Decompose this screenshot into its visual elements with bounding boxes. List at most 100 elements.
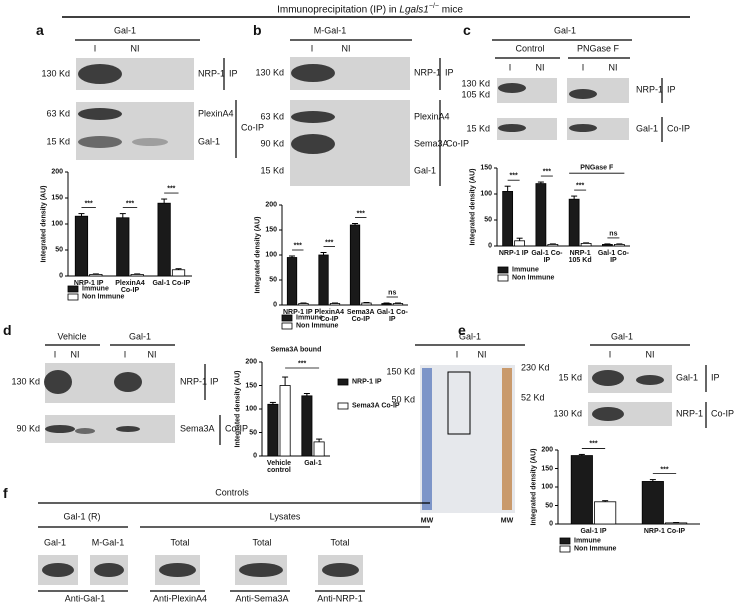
- legend-swatch: [559, 545, 571, 553]
- label: I: [123, 349, 127, 360]
- significance: ***: [356, 210, 365, 217]
- legend-label: Non Immune: [82, 293, 125, 301]
- blot-band: [45, 425, 75, 433]
- y-axis-label: Integrated density (AU): [254, 216, 262, 294]
- y-axis-label: Integrated density (AU): [40, 185, 48, 263]
- y-tick-label: 50: [55, 246, 63, 254]
- label: NI: [70, 349, 80, 360]
- x-tick-label: NRP-1 Co-IP: [643, 528, 686, 535]
- y-axis-label: Integrated density (AU): [234, 370, 242, 448]
- label: Gal-1: [676, 372, 699, 383]
- significance: ***: [84, 200, 93, 208]
- label: 63 Kd: [46, 108, 70, 119]
- y-axis-label: Integrated density (AU): [469, 168, 477, 246]
- bar: [74, 215, 89, 277]
- label: 230 Kd: [521, 362, 550, 373]
- label: Co-IP: [711, 408, 734, 419]
- y-tick-label: 200: [51, 168, 63, 176]
- y-tick-label: 100: [480, 190, 492, 198]
- label: Co-IP: [225, 423, 249, 434]
- bar: [547, 244, 559, 247]
- x-tick-label: NRP-1 IP: [498, 250, 529, 257]
- significance: ***: [589, 440, 598, 448]
- blot-band: [78, 136, 122, 148]
- label: NI: [535, 62, 545, 73]
- bar: [267, 403, 279, 457]
- bar: [641, 481, 664, 525]
- label: NRP-1: [414, 67, 442, 78]
- label: NRP-1: [636, 84, 664, 95]
- panel-label: f: [3, 485, 8, 501]
- panel-label: c: [463, 22, 471, 38]
- bar: [130, 274, 144, 277]
- label: 130 Kd: [41, 68, 70, 79]
- chart-title: Sema3A bound: [270, 346, 322, 354]
- panel-label: d: [3, 322, 12, 338]
- y-tick-label: 100: [541, 483, 553, 491]
- label: 105 Kd: [461, 89, 490, 100]
- bar: [613, 244, 625, 247]
- label: Control: [515, 43, 545, 54]
- gel-box: [447, 371, 471, 435]
- label: PlexinA4: [414, 111, 450, 122]
- y-tick-label: 150: [245, 382, 257, 389]
- label: NI: [147, 349, 157, 360]
- title-gene: Lgals1: [399, 4, 429, 16]
- bar: [361, 302, 372, 306]
- bar: [157, 202, 171, 277]
- bar: [116, 217, 130, 277]
- legend-label: Sema3A Co-IP: [352, 402, 400, 410]
- blot-band: [94, 563, 124, 577]
- x-tick-label: NRP-1 IP: [73, 280, 104, 287]
- y-tick-label: 0: [488, 242, 492, 250]
- blot-band: [132, 138, 168, 146]
- label: Gal-1: [128, 331, 152, 342]
- legend-label: Immune: [296, 314, 323, 322]
- bar: [298, 303, 309, 306]
- bar: [171, 269, 186, 277]
- bar: [502, 190, 514, 247]
- legend-swatch: [497, 266, 509, 274]
- label: 50 Kd: [391, 394, 415, 405]
- label: Anti-NRP-1: [317, 593, 363, 604]
- label: 15 Kd: [260, 165, 284, 176]
- y-tick-label: 100: [265, 251, 277, 259]
- x-tick-label: NRP-1 IP: [282, 309, 313, 316]
- label: Lysates: [269, 511, 301, 522]
- blot-band: [78, 108, 122, 120]
- label: NI: [477, 349, 487, 360]
- blot-band: [114, 372, 142, 392]
- bar: [286, 257, 298, 306]
- blot: [497, 118, 557, 140]
- label: MW: [500, 517, 514, 525]
- label: 130 Kd: [11, 376, 40, 387]
- bar: [568, 198, 580, 247]
- bar: [535, 183, 547, 247]
- blot-band: [116, 426, 140, 432]
- x-tick-label: NRP-1 105 Kd: [568, 250, 592, 265]
- y-tick-label: 50: [545, 502, 553, 509]
- label: 15 Kd: [558, 372, 582, 383]
- y-tick-label: 150: [541, 465, 553, 472]
- legend-swatch: [281, 322, 293, 330]
- label: IP: [210, 376, 219, 387]
- label: NRP-1: [198, 68, 226, 79]
- label: M-Gal-1: [313, 25, 347, 36]
- title-sup: −/−: [428, 3, 439, 10]
- label: 150 Kd: [386, 366, 415, 377]
- y-tick-label: 200: [245, 358, 257, 366]
- y-tick-label: 50: [269, 276, 277, 284]
- panel-label: e: [458, 322, 466, 338]
- x-tick-label: Gal-1 Co-IP: [376, 309, 408, 324]
- label: Vehicle: [57, 331, 87, 342]
- bar: [381, 303, 392, 306]
- legend-swatch: [281, 314, 293, 322]
- bar: [301, 395, 313, 457]
- bar: [514, 240, 526, 247]
- blot-band: [291, 111, 335, 123]
- label: Co-IP: [241, 122, 265, 133]
- label: Anti-Gal-1: [64, 593, 106, 604]
- title-text: mice: [438, 4, 463, 16]
- label: Gal-1: [43, 537, 67, 548]
